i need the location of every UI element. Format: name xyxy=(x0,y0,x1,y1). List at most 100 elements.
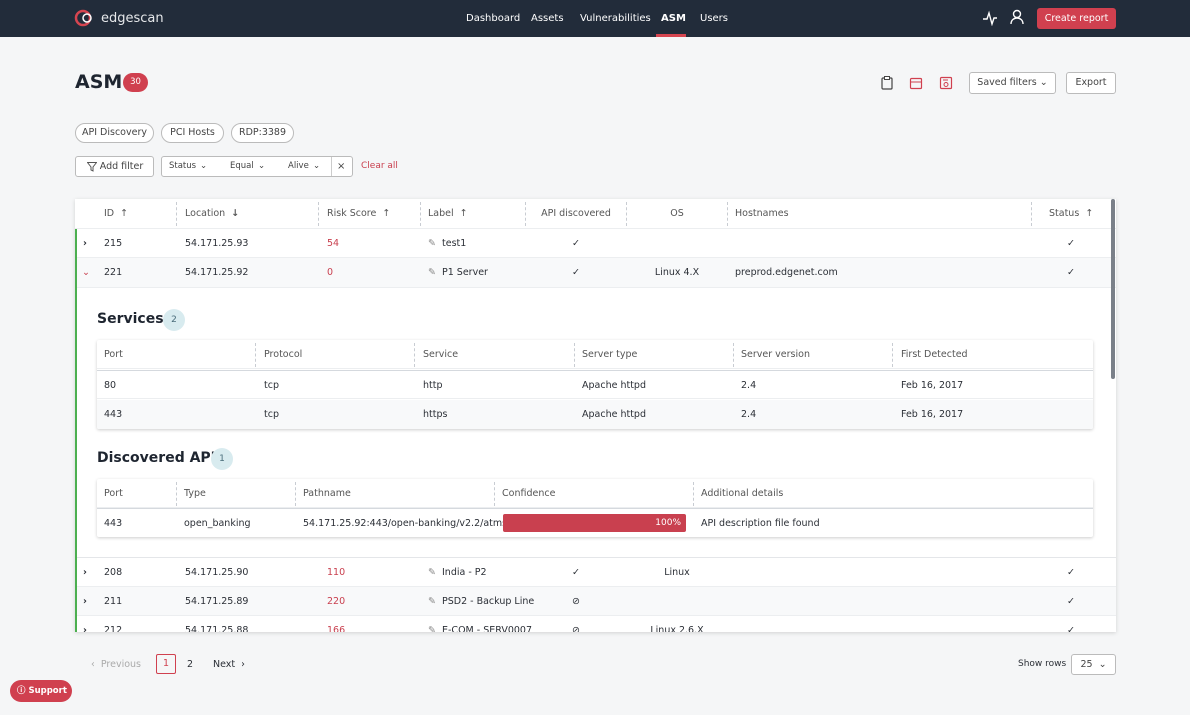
table-row[interactable]: › 208 54.171.25.90 110 ✎ India - P2 ✓ Li… xyxy=(75,558,1116,587)
column-separator xyxy=(574,343,575,367)
rows-per-page-select[interactable]: 25 ⌄ xyxy=(1071,654,1116,675)
column-label: Location xyxy=(185,208,226,219)
remove-filter[interactable]: × xyxy=(337,161,346,172)
expand-toggle[interactable]: › xyxy=(83,625,87,632)
nav-link[interactable]: Vulnerabilities xyxy=(580,13,651,24)
column-separator xyxy=(693,482,694,506)
column-header[interactable]: ID ↑ xyxy=(104,208,129,219)
column-separator xyxy=(727,202,728,226)
confidence-track: 100% xyxy=(503,514,686,532)
nav-link-active[interactable]: ASM xyxy=(661,13,686,24)
column-header[interactable]: Location ↓ xyxy=(185,208,240,219)
saved-filters-button[interactable]: Saved filters ⌄ xyxy=(969,72,1056,94)
column-header: Port xyxy=(104,349,123,360)
column-separator xyxy=(892,343,893,367)
page-current[interactable]: 1 xyxy=(156,654,176,674)
cell-id: 211 xyxy=(104,596,123,607)
scrollbar-thumb[interactable] xyxy=(1111,199,1115,379)
saved-tag[interactable]: API Discovery xyxy=(75,123,154,143)
expand-toggle[interactable]: › xyxy=(83,567,87,578)
table-row[interactable]: › 212 54.171.25.88 166 ✎ E-COM - SERV000… xyxy=(75,616,1116,632)
table-row[interactable]: › 211 54.171.25.89 220 ✎ PSD2 - Backup L… xyxy=(75,587,1116,616)
logo-text: edgescan xyxy=(101,11,164,26)
filter-field: Status xyxy=(169,161,197,171)
cell-location: 54.171.25.88 xyxy=(185,625,249,632)
column-header[interactable]: Label ↑ xyxy=(428,208,468,219)
column-header: Pathname xyxy=(303,488,351,499)
edit-icon[interactable]: ✎ xyxy=(428,625,436,632)
column-separator xyxy=(494,482,495,506)
edit-icon[interactable]: ✎ xyxy=(428,567,436,578)
saved-tag[interactable]: PCI Hosts xyxy=(161,123,224,143)
activity-icon[interactable] xyxy=(982,10,998,26)
check-icon: ✓ xyxy=(572,267,580,278)
cell-os: Linux xyxy=(664,567,690,578)
services-title: Services xyxy=(97,311,164,327)
confidence-label: 100% xyxy=(655,518,681,528)
expanded-indicator xyxy=(75,229,77,632)
page-title: ASM xyxy=(75,71,123,93)
cell: tcp xyxy=(264,380,279,391)
edit-icon[interactable]: ✎ xyxy=(428,596,436,607)
cell-location: 54.171.25.90 xyxy=(185,567,249,578)
column-header[interactable]: API discovered xyxy=(541,208,611,219)
page-link[interactable]: 2 xyxy=(187,659,194,670)
column-header[interactable]: Risk Score ↑ xyxy=(327,208,391,219)
support-button[interactable]: ⓘ Support xyxy=(10,680,72,702)
cell-label: P1 Server xyxy=(442,267,488,278)
nav-link[interactable]: Users xyxy=(700,13,729,24)
collapse-toggle[interactable]: ⌄ xyxy=(82,267,90,278)
edit-icon[interactable]: ✎ xyxy=(428,238,436,249)
column-separator xyxy=(420,202,421,226)
services-count: 2 xyxy=(163,309,185,331)
clipboard-icon[interactable] xyxy=(880,76,894,90)
expand-toggle[interactable]: › xyxy=(83,238,87,249)
column-separator xyxy=(176,482,177,506)
column-header: Server version xyxy=(741,349,810,360)
add-filter-button[interactable]: Add filter xyxy=(75,156,154,177)
nav-link[interactable]: Assets xyxy=(531,13,564,24)
filter-operator: Equal xyxy=(230,161,254,171)
chevron: ⌄ xyxy=(258,161,266,171)
cell: Apache httpd xyxy=(582,409,646,420)
confidence-bar xyxy=(503,514,686,532)
column-separator xyxy=(176,202,177,226)
service-row: 80 tcp http Apache httpd 2.4 Feb 16, 201… xyxy=(97,370,1093,399)
filter-value: Alive xyxy=(288,161,309,171)
cell-location: 54.171.25.89 xyxy=(185,596,249,607)
filter-chip[interactable]: Status ⌄ Equal ⌄ Alive ⌄ × xyxy=(161,156,353,177)
cell: tcp xyxy=(264,409,279,420)
user-icon[interactable] xyxy=(1010,9,1024,25)
logo-icon xyxy=(74,9,92,27)
column-header[interactable]: Hostnames xyxy=(735,208,789,219)
export-button[interactable]: Export xyxy=(1066,72,1116,94)
previous-button[interactable]: ‹ Previous xyxy=(91,659,141,670)
table-row-expanded[interactable]: ⌄ 221 54.171.25.92 0 ✎ P1 Server ✓ Linux… xyxy=(75,258,1116,288)
cell-label: India - P2 xyxy=(442,567,487,578)
cell: Apache httpd xyxy=(582,380,646,391)
top-nav: edgescan Dashboard Assets Vulnerabilitie… xyxy=(0,0,1190,37)
column-header[interactable]: OS xyxy=(670,208,684,219)
cell: 443 xyxy=(104,518,123,529)
service-row: 443 tcp https Apache httpd 2.4 Feb 16, 2… xyxy=(97,400,1093,429)
saved-tag[interactable]: RDP:3389 xyxy=(231,123,294,143)
check-icon: ✓ xyxy=(572,238,580,249)
cell-os: Linux 2.6.X xyxy=(650,625,704,632)
expand-toggle[interactable]: › xyxy=(83,596,87,607)
clear-all-link[interactable]: Clear all xyxy=(361,161,398,171)
cell-label: E-COM - SERV0007 xyxy=(442,625,532,632)
cell-location: 54.171.25.93 xyxy=(185,238,249,249)
nav-link[interactable]: Dashboard xyxy=(466,13,521,24)
create-report-button[interactable]: Create report xyxy=(1037,8,1116,29)
asm-table: ID ↑ Location ↓ Risk Score ↑ Label ↑ API… xyxy=(75,199,1116,632)
table-row[interactable]: › 215 54.171.25.93 54 ✎ test1 ✓ ✓ xyxy=(75,229,1116,258)
column-separator xyxy=(525,202,526,226)
next-button[interactable]: Next › xyxy=(213,659,245,670)
save-icon[interactable] xyxy=(939,76,953,90)
show-rows-label: Show rows xyxy=(1018,659,1067,669)
edit-icon[interactable]: ✎ xyxy=(428,267,436,278)
cell-label: test1 xyxy=(442,238,467,249)
cell: Feb 16, 2017 xyxy=(901,409,964,420)
column-header[interactable]: Status ↑ xyxy=(1049,208,1094,219)
calendar-icon[interactable] xyxy=(909,76,923,90)
